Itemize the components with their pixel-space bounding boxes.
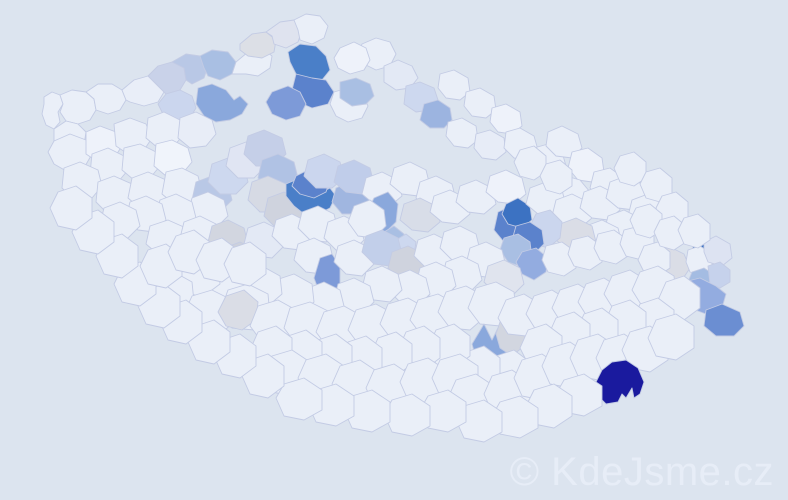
district-region[interactable] [515, 247, 549, 281]
district-region[interactable] [333, 41, 371, 75]
district-region[interactable] [121, 143, 161, 181]
district-region[interactable] [177, 111, 217, 149]
district-region[interactable] [539, 159, 573, 195]
district-region[interactable] [41, 91, 64, 130]
district-region[interactable] [145, 111, 185, 149]
districts-layer [41, 13, 745, 443]
district-region[interactable] [567, 235, 603, 271]
district-region[interactable] [171, 53, 209, 85]
district-region[interactable] [147, 61, 187, 95]
district-region[interactable] [703, 303, 745, 337]
district-region[interactable] [195, 83, 249, 123]
district-region[interactable] [223, 241, 267, 287]
district-region[interactable] [85, 83, 127, 115]
district-region[interactable] [703, 235, 733, 267]
district-region[interactable] [217, 289, 259, 331]
district-region[interactable] [153, 139, 193, 177]
district-region[interactable] [275, 377, 323, 421]
district-region[interactable] [49, 185, 93, 231]
district-region[interactable] [455, 179, 497, 215]
district-region[interactable] [473, 129, 507, 161]
district-region[interactable] [593, 229, 629, 265]
district-region[interactable] [541, 241, 577, 277]
district-region[interactable] [419, 99, 453, 129]
district-region[interactable] [647, 313, 695, 361]
district-region[interactable] [339, 77, 375, 107]
district-region[interactable] [653, 215, 687, 251]
district-region[interactable] [199, 49, 237, 81]
district-region[interactable] [383, 59, 419, 91]
district-region[interactable] [59, 89, 97, 125]
district-region[interactable] [239, 31, 277, 59]
district-region[interactable] [445, 117, 479, 149]
district-region[interactable] [399, 197, 441, 233]
district-region[interactable] [265, 85, 307, 121]
district-region[interactable] [293, 13, 329, 45]
district-region[interactable] [121, 75, 165, 107]
district-region[interactable] [265, 19, 303, 49]
district-region[interactable] [613, 151, 647, 187]
district-region[interactable] [677, 213, 711, 249]
district-region[interactable] [287, 43, 331, 83]
